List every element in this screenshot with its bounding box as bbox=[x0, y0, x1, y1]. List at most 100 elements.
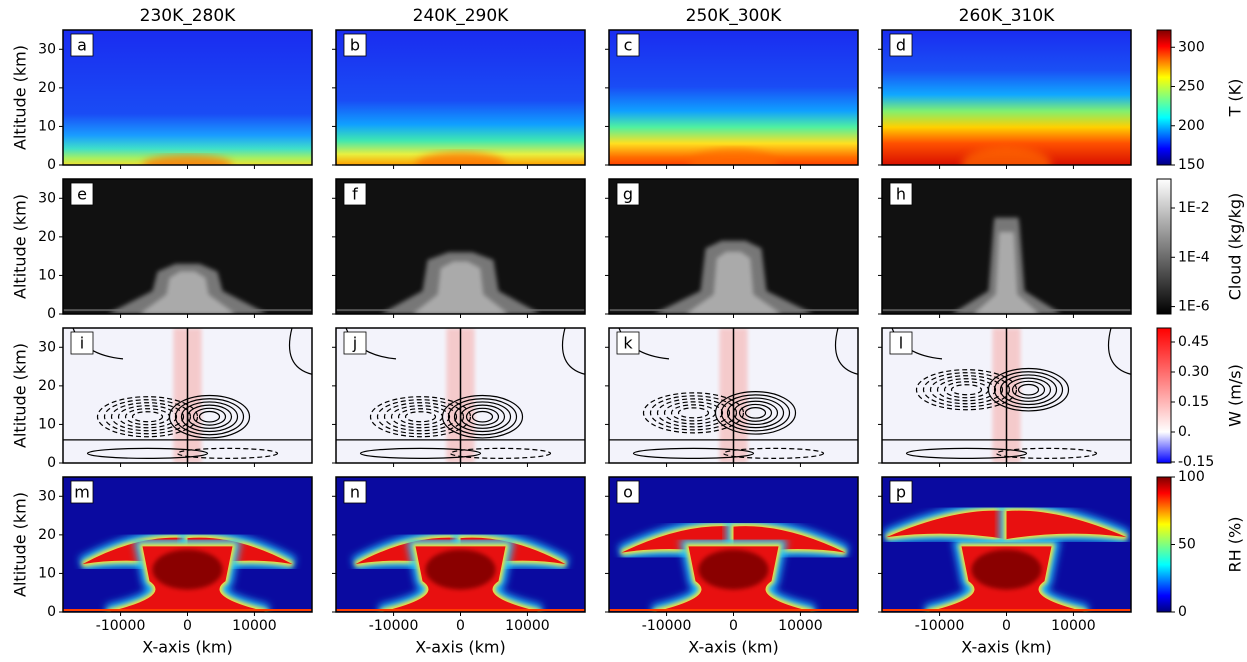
contour bbox=[632, 447, 755, 459]
y-tick-label: 20 bbox=[38, 229, 56, 245]
y-tick-label: 20 bbox=[38, 527, 56, 543]
field-cloud-core bbox=[139, 271, 236, 314]
colorbar-tick-label: 0 bbox=[1178, 604, 1187, 620]
y-axis-label: Altitude (km) bbox=[11, 492, 30, 597]
panel bbox=[882, 328, 1131, 463]
x-axis-label: X-axis (km) bbox=[961, 638, 1051, 657]
panel-letter: n bbox=[350, 483, 360, 502]
contour bbox=[995, 447, 1098, 459]
column-title: 240K_290K bbox=[413, 6, 510, 26]
panel bbox=[609, 179, 858, 314]
x-tick-label: 10000 bbox=[505, 618, 550, 634]
contour bbox=[441, 394, 524, 439]
panel bbox=[609, 30, 858, 165]
colorbar-label: T (K) bbox=[1226, 79, 1245, 118]
panel-letter: k bbox=[623, 334, 633, 353]
y-tick-label: 0 bbox=[47, 306, 56, 322]
panel-letter-box bbox=[616, 182, 640, 206]
contour bbox=[198, 410, 221, 423]
colorbar-tick-label: 250 bbox=[1178, 79, 1205, 95]
panel bbox=[882, 30, 1131, 165]
colorbar-label: RH (%) bbox=[1226, 517, 1245, 573]
panel-letter: f bbox=[352, 185, 358, 204]
column-title: 250K_300K bbox=[686, 6, 783, 26]
field bbox=[882, 30, 1131, 165]
colorbar-tick-label: 1E-4 bbox=[1178, 249, 1210, 265]
y-tick-label: 0 bbox=[47, 455, 56, 471]
y-axis-label: Altitude (km) bbox=[11, 194, 30, 299]
field-cloud-core bbox=[685, 251, 782, 314]
field-warm-core bbox=[961, 146, 1052, 165]
contour bbox=[726, 397, 785, 429]
x-tick-label: 0 bbox=[456, 618, 465, 634]
colorbar-tick-label: 1E-6 bbox=[1178, 299, 1210, 315]
panel-letter-box bbox=[616, 480, 640, 504]
column-title: 260K_310K bbox=[959, 6, 1056, 26]
contour bbox=[929, 375, 1004, 405]
panel bbox=[336, 477, 585, 612]
panel bbox=[63, 477, 312, 612]
field-warm-core bbox=[415, 152, 506, 165]
panel-letter-box bbox=[616, 33, 640, 57]
x-tick-label: 0 bbox=[183, 618, 192, 634]
colorbar bbox=[1156, 476, 1172, 613]
x-axis-label: X-axis (km) bbox=[688, 638, 778, 657]
panel bbox=[63, 328, 312, 463]
y-tick-label: 10 bbox=[38, 267, 56, 283]
field bbox=[63, 30, 312, 165]
field-core bbox=[425, 549, 496, 590]
panel-letter-box bbox=[343, 480, 367, 504]
panel bbox=[336, 30, 585, 165]
contour bbox=[905, 447, 1028, 459]
colorbar-tick-label: 200 bbox=[1178, 118, 1205, 134]
contour bbox=[192, 407, 227, 426]
field-core bbox=[152, 549, 223, 590]
panel-letter: o bbox=[623, 483, 633, 502]
field bbox=[336, 30, 585, 165]
panel-letter: a bbox=[77, 36, 87, 55]
contour bbox=[738, 403, 773, 422]
contour bbox=[993, 371, 1064, 409]
panel-letter-box bbox=[70, 33, 94, 57]
colorbar-tick-label: -0.15 bbox=[1178, 454, 1214, 470]
panel bbox=[63, 179, 312, 314]
contour bbox=[1011, 380, 1046, 399]
contour bbox=[110, 402, 185, 432]
field-surface bbox=[336, 609, 585, 611]
panel-letter-box bbox=[70, 182, 94, 206]
colorbar-tick-label: 300 bbox=[1178, 39, 1205, 55]
x-tick-label: -10000 bbox=[96, 618, 146, 634]
contour bbox=[465, 407, 500, 426]
x-tick-label: 0 bbox=[1002, 618, 1011, 634]
colorbar-tick-label: 1E-2 bbox=[1178, 200, 1210, 216]
contour bbox=[376, 399, 465, 435]
panel-letter-box bbox=[343, 182, 367, 206]
panel bbox=[609, 477, 858, 612]
x-axis-label: X-axis (km) bbox=[142, 638, 232, 657]
contour bbox=[359, 447, 482, 459]
panel-letter: g bbox=[623, 185, 633, 204]
panel-letter-box bbox=[70, 480, 94, 504]
contour bbox=[369, 396, 472, 438]
field-surface bbox=[609, 609, 858, 611]
colorbar bbox=[1156, 178, 1172, 315]
y-tick-label: 10 bbox=[38, 416, 56, 432]
contour bbox=[663, 401, 724, 425]
contour bbox=[186, 404, 233, 429]
y-tick-label: 0 bbox=[47, 604, 56, 620]
contour bbox=[453, 401, 512, 433]
y-axis-label: Altitude (km) bbox=[11, 343, 30, 448]
contour bbox=[383, 402, 458, 432]
contour bbox=[459, 404, 506, 429]
panel-letter: d bbox=[896, 36, 906, 55]
y-tick-label: 10 bbox=[38, 118, 56, 134]
contour bbox=[390, 405, 451, 429]
field-moist bbox=[886, 510, 1007, 540]
contour bbox=[922, 372, 1011, 408]
contour bbox=[677, 407, 710, 419]
y-tick-label: 20 bbox=[38, 80, 56, 96]
y-axis-label: Altitude (km) bbox=[11, 45, 30, 150]
field-warm-core bbox=[142, 155, 233, 165]
panel-letter-box bbox=[343, 331, 367, 355]
field-moist bbox=[1006, 510, 1127, 540]
